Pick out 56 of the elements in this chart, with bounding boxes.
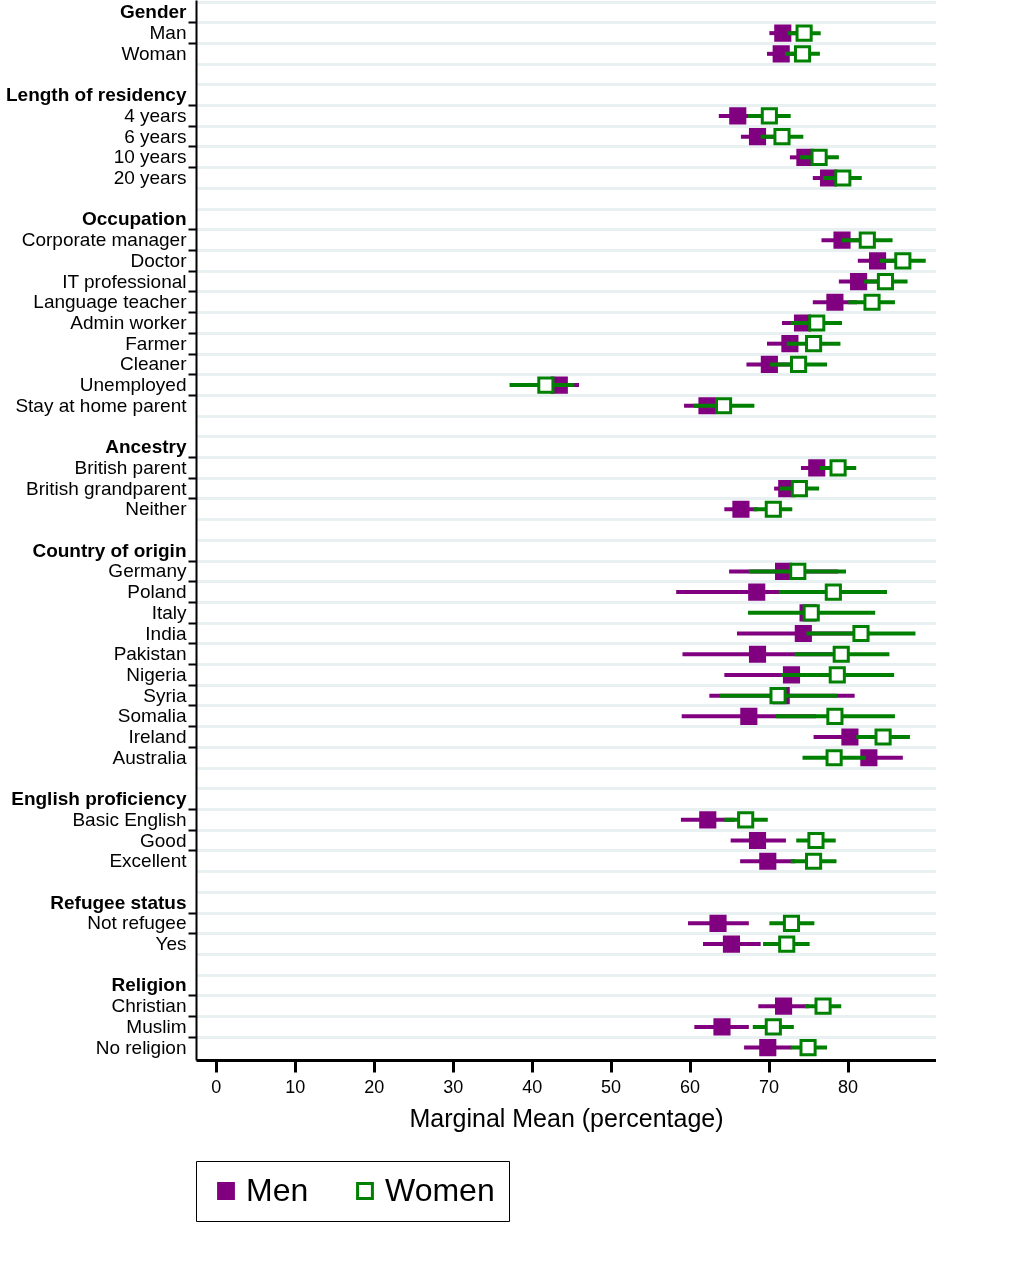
y-tick-label: Christian: [111, 995, 187, 1017]
x-tick-label: 70: [759, 1076, 780, 1097]
y-tick-label: Admin worker: [70, 311, 188, 333]
y-tick-label: Gender: [119, 1, 188, 23]
y-tick-label: Somalia: [117, 705, 187, 727]
y-tick-label: Religion: [111, 974, 187, 996]
x-tick-label: 30: [443, 1076, 464, 1097]
legend-label: Women: [385, 1172, 495, 1208]
y-tick-label: India: [145, 622, 187, 644]
y-tick-label: Cleaner: [119, 353, 188, 375]
x-tick-label: 50: [601, 1076, 622, 1097]
y-tick-label: Basic English: [72, 808, 187, 830]
y-tick-label: 10 years: [113, 146, 187, 168]
y-tick-label: 4 years: [124, 104, 187, 126]
x-tick-label: 20: [364, 1076, 385, 1097]
y-tick-label: 20 years: [113, 167, 187, 189]
y-tick-label: Language teacher: [33, 291, 188, 313]
y-tick-label: Corporate manager: [21, 229, 188, 251]
y-tick-label: Syria: [143, 684, 187, 706]
y-tick-label: Neither: [125, 498, 188, 520]
y-tick-label: Country of origin: [32, 539, 187, 561]
y-tick-label: Unemployed: [79, 374, 187, 396]
y-tick-label: Germany: [108, 560, 187, 582]
y-tick-label: Italy: [151, 601, 187, 623]
y-tick-label: Poland: [127, 581, 187, 603]
y-tick-label: Length of residency: [5, 84, 187, 106]
x-tick-label: 0: [211, 1076, 222, 1097]
y-tick-label: IT professional: [62, 270, 187, 292]
y-tick-label: English proficiency: [11, 788, 187, 810]
y-tick-label: Stay at home parent: [15, 394, 188, 416]
y-tick-label: Ancestry: [105, 436, 187, 458]
y-tick-label: Man: [149, 22, 187, 44]
y-tick-label: Excellent: [109, 850, 188, 872]
x-axis-title: Marginal Mean (percentage): [409, 1103, 724, 1132]
y-tick-label: Australia: [112, 746, 187, 768]
y-tick-label: Good: [140, 829, 187, 851]
x-tick-label: 40: [522, 1076, 543, 1097]
y-tick-label: Muslim: [126, 1015, 187, 1037]
legend-label: Men: [246, 1172, 309, 1208]
y-tick-label: British grandparent: [25, 477, 188, 499]
y-tick-label: Yes: [155, 933, 187, 955]
y-tick-label: Farmer: [125, 332, 188, 354]
y-tick-label: Ireland: [128, 726, 187, 748]
x-tick-label: 10: [285, 1076, 306, 1097]
y-tick-label: Refugee status: [50, 891, 187, 913]
y-tick-label: Occupation: [81, 208, 187, 230]
y-tick-label: Not refugee: [87, 912, 187, 934]
x-tick-label: 60: [680, 1076, 701, 1097]
y-tick-label: Woman: [121, 42, 187, 64]
y-tick-label: No religion: [95, 1036, 187, 1058]
y-tick-label: 6 years: [124, 125, 187, 147]
y-tick-label: British parent: [74, 456, 188, 478]
y-tick-label: Nigeria: [126, 663, 187, 685]
y-tick-label: Pakistan: [113, 643, 187, 665]
y-tick-label: Doctor: [130, 249, 188, 271]
x-tick-label: 80: [838, 1076, 859, 1097]
